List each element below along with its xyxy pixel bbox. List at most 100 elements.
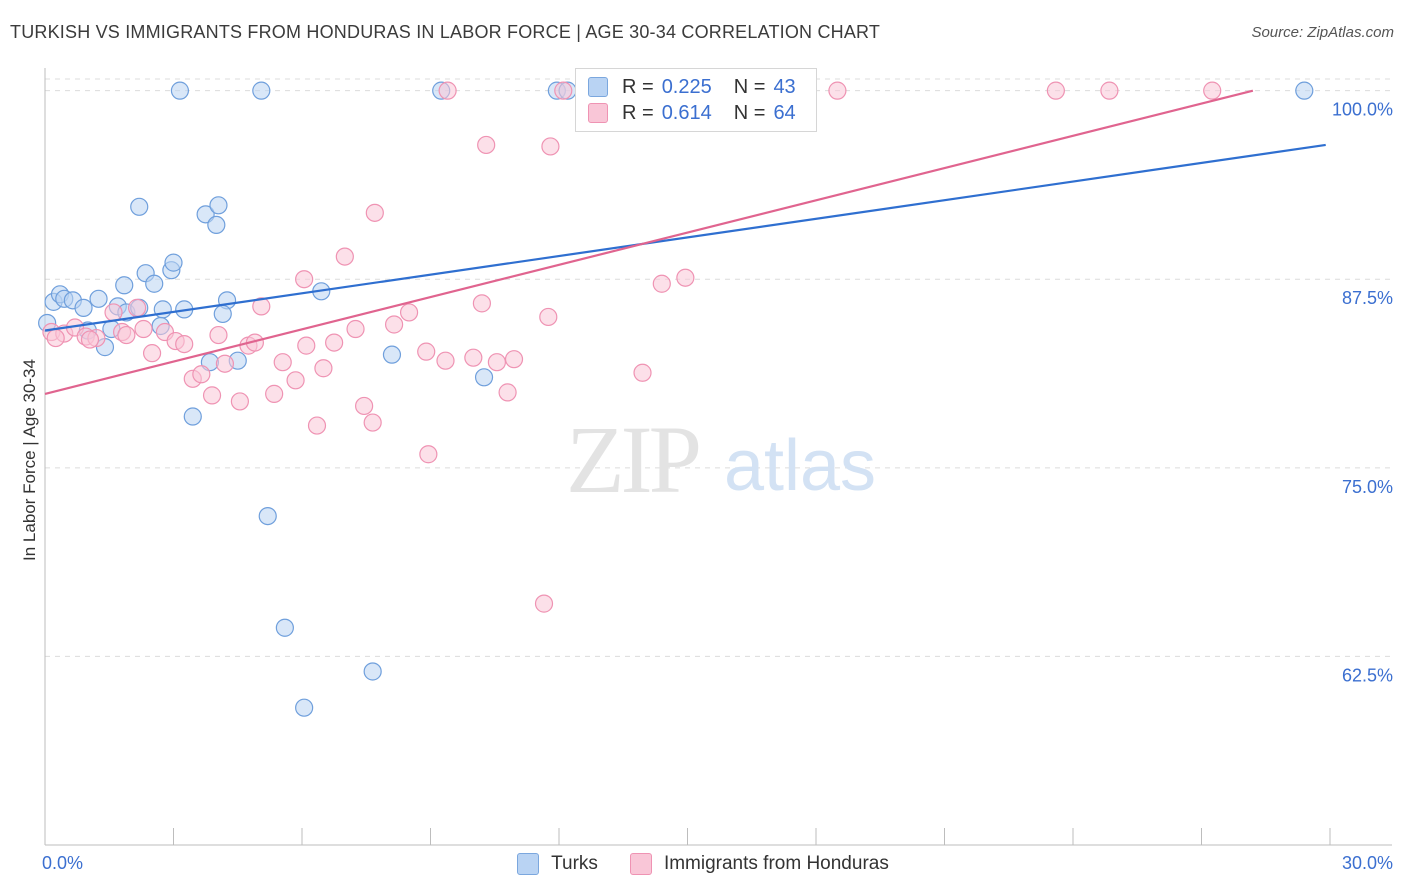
axis-layer: 62.5% 75.0% 87.5% 100.0% 0.0% 30.0% [42, 68, 1393, 873]
honduras-point [230, 392, 249, 411]
turks-point [130, 197, 149, 216]
honduras-point [464, 348, 483, 367]
honduras-point [134, 319, 153, 339]
turks-point [145, 274, 164, 293]
honduras-point [314, 359, 333, 378]
turks-point [258, 506, 277, 526]
honduras-point [436, 351, 455, 370]
honduras-point [46, 328, 65, 348]
turks-point [1295, 81, 1314, 100]
honduras-point [1100, 81, 1119, 100]
honduras-point [1203, 81, 1222, 100]
honduras-point [209, 325, 228, 345]
turks-point [74, 298, 93, 317]
honduras-point [365, 203, 384, 222]
turks-point [252, 81, 271, 100]
honduras-swatch [588, 103, 608, 123]
honduras-point [325, 333, 344, 352]
legend-n-label: N = [733, 101, 766, 124]
legend-item-honduras[interactable]: Immigrants from Honduras [629, 853, 889, 875]
x-tick-label: 30.0% [1342, 853, 1393, 873]
y-tick-label: 62.5% [1342, 665, 1393, 685]
legend-r-label: R = [622, 75, 654, 98]
legend-n-value: 64 [773, 101, 796, 124]
honduras-point [417, 342, 436, 361]
honduras-point [554, 81, 573, 100]
turks-point [209, 196, 228, 215]
honduras-point [286, 371, 305, 390]
honduras-point [419, 445, 438, 464]
honduras-point [252, 297, 271, 316]
trend-layer [44, 89, 1326, 395]
legend-n-value: 43 [773, 75, 796, 98]
honduras-point [142, 344, 162, 363]
y-tick-label: 100.0% [1332, 100, 1393, 120]
honduras-point [487, 353, 506, 372]
honduras-point [534, 594, 554, 613]
watermark-atlas: atlas [724, 426, 876, 506]
honduras-trendline [44, 89, 1254, 395]
honduras-point [399, 303, 419, 322]
honduras-point [192, 365, 211, 384]
honduras-point [539, 307, 558, 327]
honduras-point [633, 363, 652, 382]
honduras-point [828, 81, 847, 100]
y-tick-label: 87.5% [1342, 288, 1393, 308]
turks-point [115, 276, 134, 295]
honduras-point [472, 294, 491, 313]
honduras-point [346, 319, 365, 339]
points-layer [38, 81, 1314, 717]
turks-trendline [44, 143, 1326, 332]
legend-label-honduras: Immigrants from Honduras [663, 853, 889, 874]
y-tick-label: 75.0% [1342, 477, 1393, 497]
honduras-swatch [629, 853, 652, 875]
turks-point [474, 368, 494, 387]
honduras-point [676, 268, 695, 287]
honduras-point [1046, 81, 1065, 100]
honduras-point [355, 396, 374, 416]
honduras-point [202, 386, 222, 405]
turks-point [89, 289, 108, 308]
chart-title: TURKISH VS IMMIGRANTS FROM HONDURAS IN L… [10, 22, 881, 42]
turks-point [183, 407, 202, 426]
honduras-point [652, 274, 671, 293]
turks-point [382, 345, 402, 364]
legend-row-turks: R = 0.225 N = 43 [588, 74, 796, 100]
legend-r-label: R = [622, 101, 654, 124]
turks-point [164, 253, 183, 272]
turks-swatch [588, 77, 608, 97]
turks-point [207, 215, 226, 235]
turks-point [170, 81, 190, 100]
honduras-point [175, 334, 194, 354]
honduras-point [273, 353, 292, 372]
honduras-point [265, 384, 284, 403]
honduras-point [498, 383, 517, 402]
turks-point [295, 698, 314, 717]
legend-label-turks: Turks [551, 853, 598, 874]
legend-item-turks[interactable]: Turks [517, 853, 598, 875]
honduras-point [363, 413, 382, 432]
honduras-point [438, 81, 457, 100]
honduras-point [335, 247, 354, 266]
honduras-point [295, 270, 314, 289]
honduras-point [307, 416, 327, 435]
x-tick-label: 0.0% [42, 853, 83, 873]
honduras-point [477, 135, 496, 155]
legend-row-honduras: R = 0.614 N = 64 [588, 100, 796, 126]
legend-r-value: 0.614 [661, 101, 712, 124]
honduras-point [127, 298, 147, 317]
watermark-zip: ZIP [566, 406, 699, 513]
legend-n-label: N = [733, 75, 766, 98]
chart-source: Source: ZipAtlas.com [1251, 24, 1394, 41]
y-axis-title: In Labor Force | Age 30-34 [20, 359, 39, 561]
honduras-point [297, 336, 316, 355]
turks-point [213, 304, 232, 324]
honduras-point [384, 315, 404, 334]
honduras-point [541, 137, 560, 156]
honduras-point [117, 325, 136, 345]
correlation-legend: R = 0.225 N = 43 R = 0.614 N = 64 [575, 68, 817, 132]
honduras-point [80, 330, 100, 349]
series-legend: Turks Immigrants from Honduras [0, 851, 1406, 877]
legend-r-value: 0.225 [661, 75, 712, 98]
